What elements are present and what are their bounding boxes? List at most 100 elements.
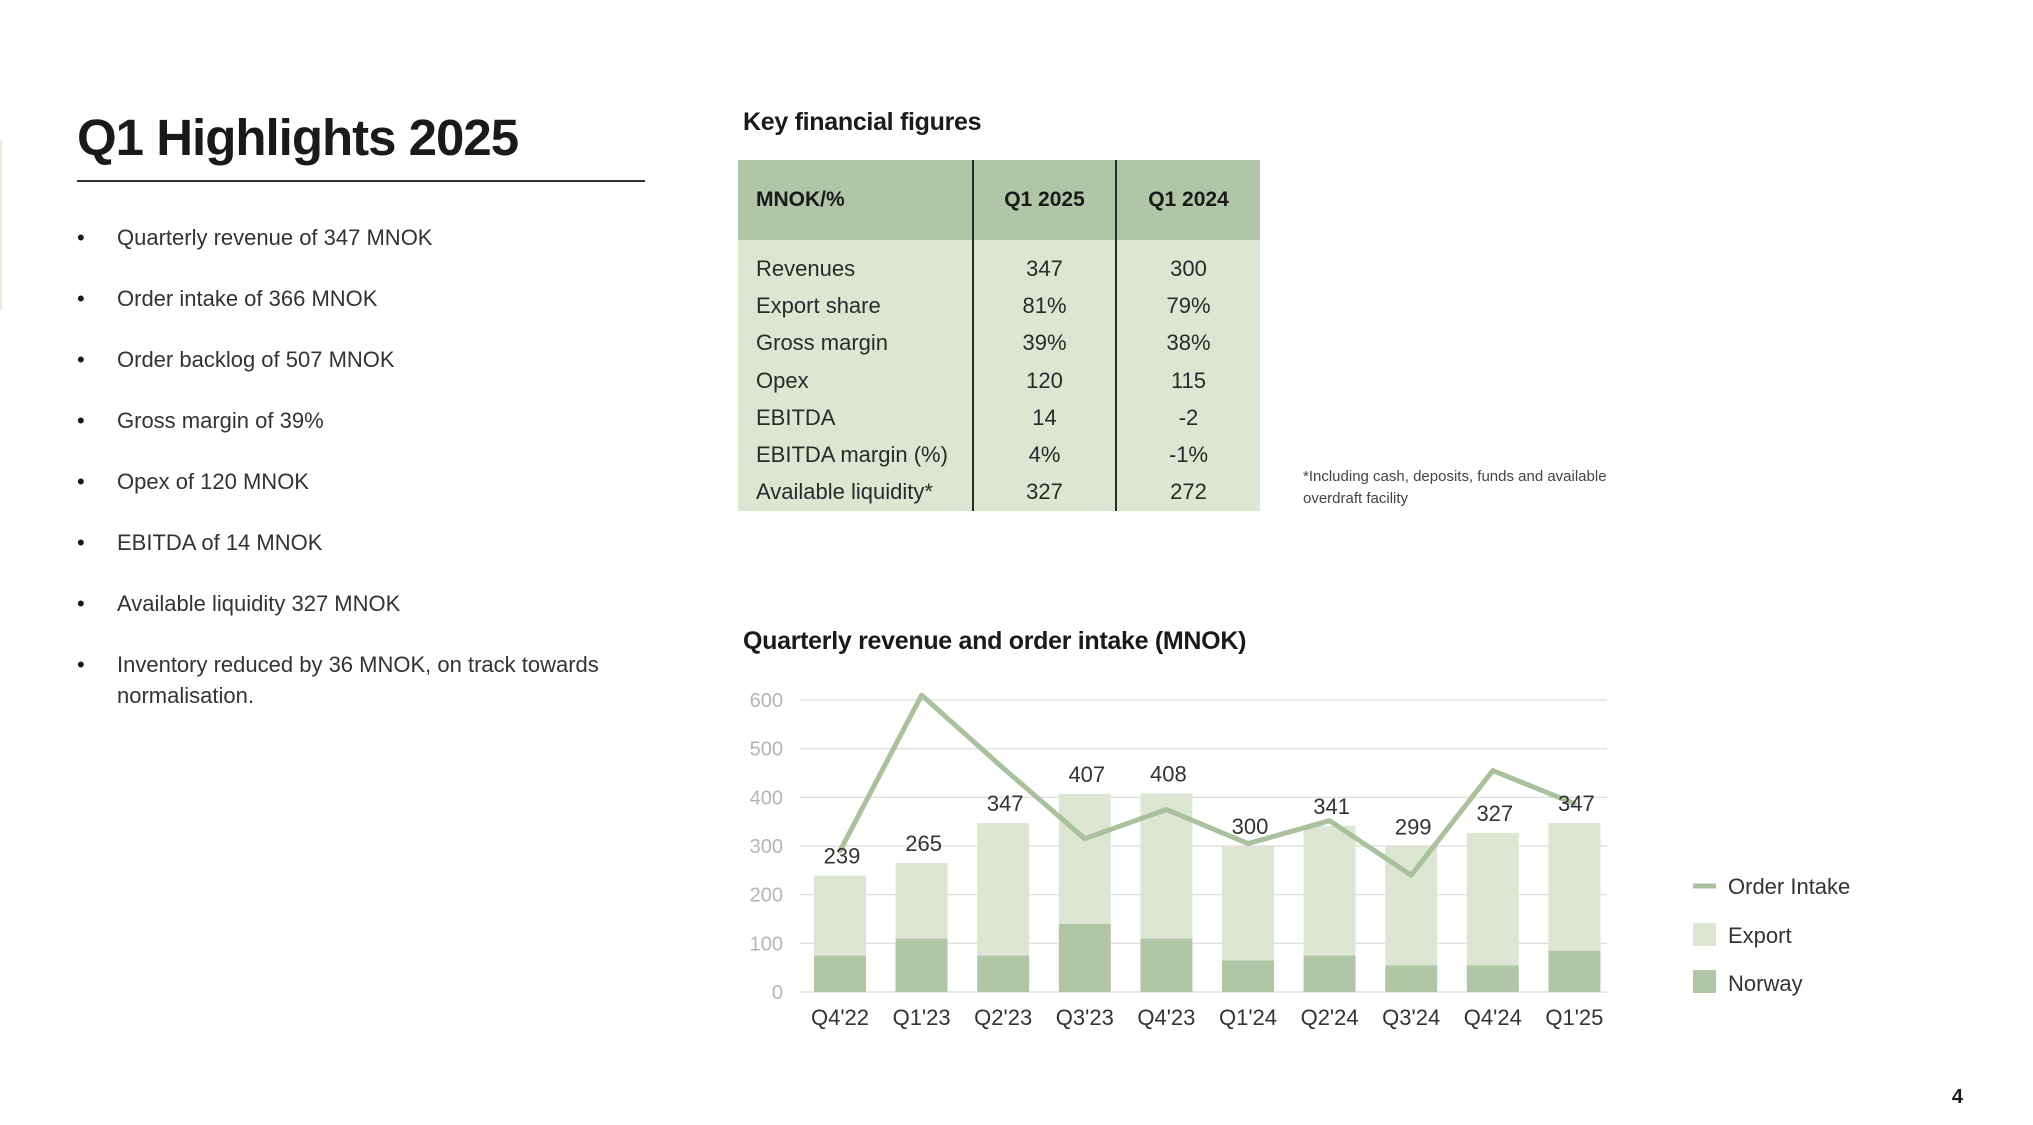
y-tick-label: 500 [750, 739, 783, 761]
table-cell: 300 [1170, 255, 1207, 281]
chart-title: Quarterly revenue and order intake (MNOK… [743, 627, 1247, 655]
table-cell: 327 [973, 473, 1117, 512]
y-tick-label: 600 [750, 690, 783, 712]
highlight-item: Order backlog of 507 MNOK [77, 344, 637, 375]
bar-export [1466, 832, 1519, 966]
table-cell: 38% [1166, 330, 1211, 356]
bar-export [814, 875, 866, 956]
bar-total-label: 347 [1558, 791, 1595, 816]
x-tick-label: Q2'24 [1301, 1005, 1359, 1030]
bar-export [1548, 823, 1601, 951]
bar-norway [1385, 965, 1438, 992]
bar-total-label: 407 [1068, 762, 1105, 787]
bar-export [1222, 846, 1274, 961]
bar-total-label: 265 [905, 831, 942, 856]
table-header-cell: Q1 2024 [1116, 160, 1260, 240]
page-title: Q1 Highlights 2025 [77, 109, 519, 166]
y-tick-label: 400 [750, 787, 783, 809]
table-row: Gross margin 39% 38% [738, 324, 1260, 362]
bar-total-label: 327 [1476, 801, 1513, 826]
highlight-item: Inventory reduced by 36 MNOK, on track t… [77, 649, 637, 711]
title-underline [77, 180, 645, 182]
y-tick-label: 100 [750, 933, 783, 955]
bar-export [977, 823, 1030, 956]
bar-export [895, 863, 948, 939]
table-cell: 272 [1170, 479, 1207, 505]
table-cell: 81% [973, 287, 1117, 325]
table-cell: Gross margin [738, 324, 974, 362]
table-cell: Available liquidity* [738, 473, 974, 512]
bar-norway [1466, 965, 1519, 992]
bar-total-label: 299 [1395, 814, 1432, 839]
x-tick-label: Q4'24 [1464, 1005, 1522, 1030]
bar-norway [814, 955, 866, 992]
y-tick-label: 200 [750, 885, 783, 907]
table-cell: 39% [973, 324, 1117, 362]
table-cell: EBITDA [738, 399, 974, 437]
x-tick-label: Q1'24 [1219, 1005, 1277, 1030]
table-row: Revenues 347 300 [738, 240, 1260, 288]
legend-export-swatch [1693, 923, 1716, 946]
table-header-row: MNOK/% Q1 2025 Q1 2024 [738, 160, 1260, 240]
bar-norway [977, 955, 1030, 992]
table-cell: 14 [973, 399, 1117, 437]
table-cell: 115 [1170, 367, 1207, 393]
x-tick-label: Q2'23 [974, 1005, 1032, 1030]
order-intake-line [837, 692, 1577, 878]
table-cell: 79% [1166, 292, 1211, 318]
highlight-item: EBITDA of 14 MNOK [77, 527, 637, 558]
bar-export [1058, 793, 1111, 924]
legend-norway-label: Norway [1728, 971, 1803, 996]
bar-export [1303, 826, 1356, 956]
table-cell: Opex [738, 361, 974, 400]
table-footnote: *Including cash, deposits, funds and ava… [1303, 468, 1607, 507]
bar-norway [1140, 938, 1193, 992]
table-row: Export share 81% 79% [738, 287, 1260, 325]
table-header-cell: Q1 2025 [973, 160, 1117, 240]
bar-norway [1303, 955, 1356, 992]
bar-total-label: 341 [1313, 794, 1350, 819]
left-accent-bar [0, 140, 2, 310]
highlight-item: Available liquidity 327 MNOK [77, 588, 637, 619]
bar-norway [1548, 950, 1601, 992]
highlight-item: Quarterly revenue of 347 MNOK [77, 222, 637, 253]
y-tick-label: 0 [772, 982, 783, 1004]
x-tick-label: Q4'22 [811, 1005, 869, 1030]
table-cell: 4% [973, 436, 1117, 474]
x-tick-label: Q1'25 [1545, 1005, 1603, 1030]
y-tick-label: 300 [750, 836, 783, 858]
table-row: EBITDA 14 -2 [738, 399, 1260, 437]
table-row: EBITDA margin (%) 4% -1% [738, 436, 1260, 474]
table-cell: -1% [1168, 442, 1209, 468]
highlight-item: Opex of 120 MNOK [77, 466, 637, 497]
table-row: Available liquidity* 327 272 [738, 473, 1260, 512]
table-cell: 120 [973, 361, 1117, 400]
x-tick-label: Q3'24 [1382, 1005, 1440, 1030]
table-cell: -2 [1178, 404, 1199, 430]
x-tick-label: Q3'23 [1056, 1005, 1114, 1030]
legend-norway-swatch [1693, 970, 1716, 993]
legend-order-intake-label: Order Intake [1728, 874, 1850, 899]
page-number: 4 [1951, 1086, 1963, 1108]
bar-total-label: 408 [1150, 761, 1187, 786]
bar-total-label: 347 [987, 791, 1024, 816]
bar-norway [895, 938, 948, 992]
bar-norway [1058, 923, 1111, 992]
highlight-item: Order intake of 366 MNOK [77, 283, 637, 314]
bar-total-label: 239 [824, 844, 861, 869]
table-cell: 347 [973, 240, 1117, 288]
x-tick-label: Q4'23 [1137, 1005, 1195, 1030]
table-cell: EBITDA margin (%) [738, 436, 974, 474]
legend-export-label: Export [1728, 923, 1792, 948]
table-cell: Export share [738, 287, 974, 325]
key-figures-table: MNOK/% Q1 2025 Q1 2024 Revenues 347 300 … [738, 160, 1260, 512]
bar-total-label: 300 [1232, 814, 1269, 839]
table-row: Opex 120 115 [738, 361, 1260, 400]
key-figures-title: Key financial figures [743, 108, 982, 136]
highlight-item: Gross margin of 39% [77, 405, 637, 436]
highlights-list: Quarterly revenue of 347 MNOK Order inta… [77, 222, 637, 741]
table-header-cell: MNOK/% [738, 160, 974, 240]
x-tick-label: Q1'23 [893, 1005, 951, 1030]
bar-norway [1222, 960, 1274, 992]
